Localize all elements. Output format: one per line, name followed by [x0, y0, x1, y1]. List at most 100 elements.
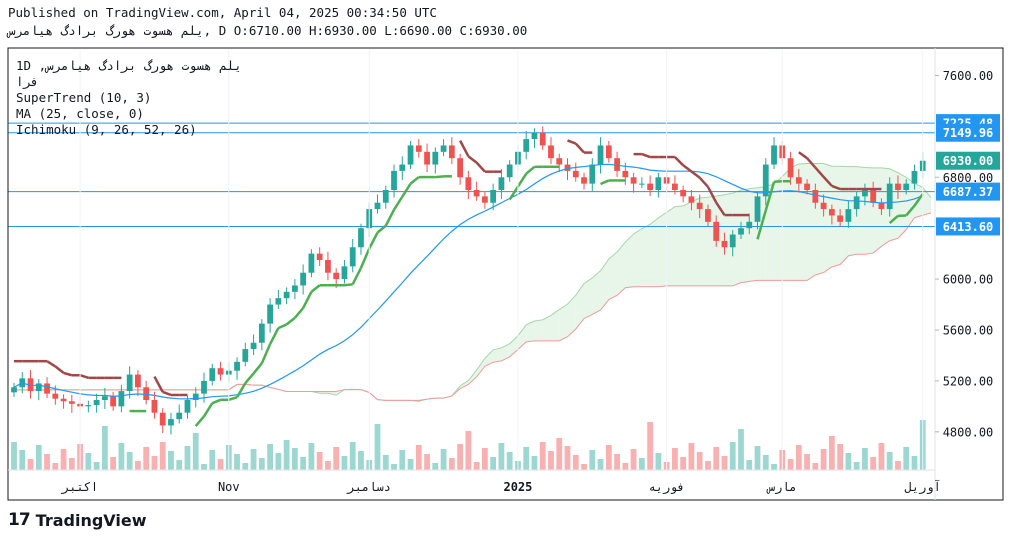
candle-body	[713, 221, 720, 241]
volume-bar	[729, 442, 736, 470]
supertrend-segment	[641, 152, 651, 159]
cloud-segment	[716, 194, 725, 286]
candle-body	[440, 145, 447, 152]
time-tick-label: مارس	[766, 480, 797, 495]
legend-supertrend[interactable]: SuperTrend (10, 3)	[16, 90, 152, 105]
supertrend-segment	[54, 365, 65, 374]
time-tick-label: Nov	[218, 480, 240, 494]
candle-body	[374, 202, 381, 210]
candle-body	[564, 164, 571, 171]
candle-body	[159, 412, 166, 426]
candle-body	[523, 139, 530, 152]
volume-bar	[27, 459, 34, 470]
candle-body	[630, 177, 637, 184]
volume-bar	[258, 458, 265, 470]
volume-bar	[110, 457, 117, 470]
cloud-segment	[608, 252, 618, 300]
supertrend-segment	[459, 140, 470, 157]
level-label-bg	[936, 123, 1000, 142]
cloud-segment	[807, 163, 816, 281]
volume-bar	[845, 453, 852, 470]
supertrend-segment	[674, 156, 685, 167]
volume-bar	[19, 450, 26, 470]
candle-body	[300, 272, 307, 286]
candle-body	[201, 380, 207, 394]
volume-bar	[572, 455, 579, 470]
candle-body	[465, 177, 472, 190]
candle-body	[647, 183, 654, 190]
volume-bar	[267, 444, 273, 470]
cloud-segment	[740, 188, 750, 283]
supertrend-segment	[435, 175, 444, 179]
tradingview-logo-icon: 17	[8, 510, 31, 530]
legend-ma[interactable]: MA (25, close, 0)	[16, 106, 144, 121]
supertrend-segment	[773, 179, 783, 183]
legend-symbol[interactable]: 1D ,يلم هسوت هورگ برادگ هيامرس	[16, 58, 242, 73]
cloud-segment	[493, 347, 502, 363]
candle-body	[424, 151, 430, 165]
supertrend-segment	[392, 196, 404, 211]
price-tick-label: 6800.00	[943, 171, 994, 185]
time-axis: اکتبر Nov دسامبر 2025 فوریه مارس آوریل	[8, 50, 941, 495]
tradingview-logo[interactable]: 17 TradingView	[8, 510, 147, 530]
candle-body	[490, 190, 497, 203]
cloud-segment	[906, 177, 915, 230]
supertrend-segment	[600, 179, 610, 186]
volume-bar	[721, 456, 728, 470]
candle-body	[291, 285, 298, 292]
candle-body	[738, 228, 744, 235]
candle-body	[168, 419, 174, 426]
supertrend-segment	[567, 139, 577, 145]
volume-bar	[407, 459, 414, 470]
indicator-legend: 1D ,يلم هسوت هورگ برادگ هيامرس فرا Super…	[16, 58, 242, 138]
supertrend-segment	[690, 170, 701, 179]
candle-body	[473, 190, 480, 197]
supertrend-segment	[822, 176, 833, 187]
candle-body	[655, 177, 662, 190]
candle-body	[151, 400, 158, 413]
candle-body	[448, 145, 455, 159]
candle-body	[729, 234, 736, 248]
candle-body	[308, 253, 315, 273]
candle-body	[68, 401, 75, 404]
supertrend-segment	[344, 283, 353, 287]
cloud-segment	[460, 380, 469, 389]
ichimoku-cloud	[14, 163, 932, 402]
legend-exchange: فرا	[16, 74, 39, 89]
candle-body	[258, 323, 265, 343]
cloud-segment	[542, 315, 551, 341]
candle-body	[242, 349, 249, 362]
volume-bar	[886, 452, 893, 470]
supertrend-segment	[525, 165, 536, 175]
time-tick-label: فوریه	[649, 480, 685, 495]
legend-ichimoku[interactable]: Ichimoku (9, 26, 52, 26)	[16, 122, 197, 137]
candle-body	[143, 387, 150, 400]
supertrend-segment	[574, 142, 585, 154]
candle-body	[539, 132, 546, 146]
volume-bar	[275, 453, 282, 470]
time-tick-label: اکتبر	[61, 480, 98, 495]
supertrend-segment	[401, 182, 412, 198]
volume-bar	[52, 463, 59, 470]
volume-bar	[217, 459, 224, 470]
candle-body	[415, 145, 422, 152]
volume-bar	[209, 450, 216, 470]
volume-bar	[911, 456, 918, 470]
supertrend-segment	[63, 371, 73, 377]
time-tick-label: دسامبر	[347, 480, 391, 495]
candle-body	[581, 177, 587, 184]
volume-bar	[548, 451, 554, 470]
candle-body	[820, 202, 827, 210]
volume-bar	[201, 464, 207, 470]
candle-body	[407, 145, 414, 165]
volume-bar	[325, 461, 331, 470]
candle-body	[382, 190, 389, 203]
volume-bar	[85, 453, 92, 470]
volume-bar	[11, 442, 17, 470]
indicator-lines	[13, 139, 924, 427]
supertrend-segment	[359, 248, 371, 269]
candle-body	[44, 383, 50, 394]
candle-body	[250, 342, 257, 350]
cloud-segment	[625, 233, 634, 288]
